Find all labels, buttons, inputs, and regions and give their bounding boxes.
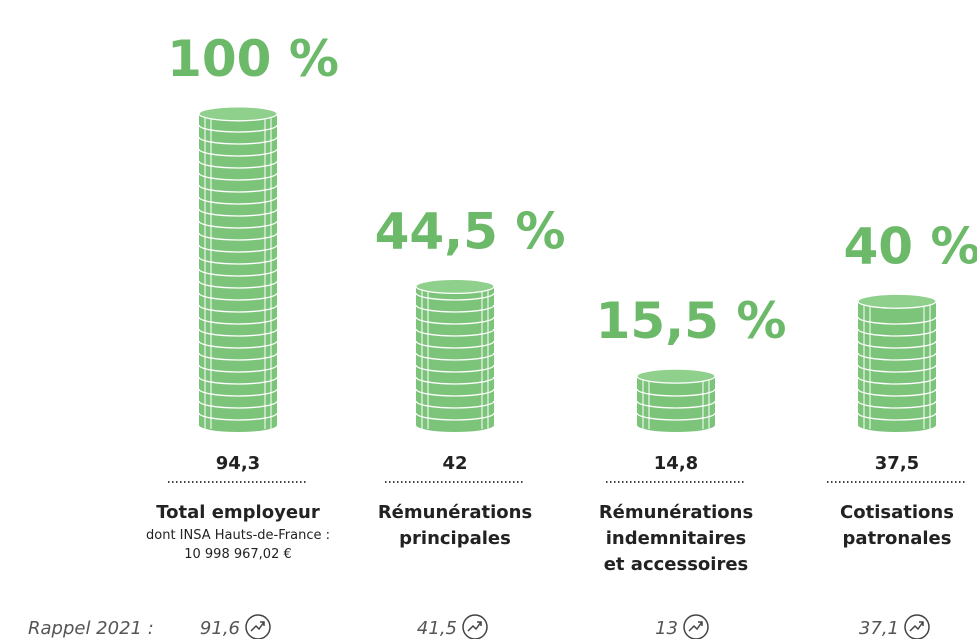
previous-value: 13 xyxy=(655,618,678,639)
coin-top xyxy=(198,106,278,122)
coin-edge xyxy=(198,244,278,253)
value-label: 14,8 xyxy=(654,453,698,474)
trend-arrow xyxy=(467,621,482,632)
coin-top xyxy=(636,368,716,384)
value-label: 37,5 xyxy=(875,453,919,474)
coin-edge xyxy=(198,160,278,169)
coin-edge xyxy=(198,412,278,421)
coin-edge xyxy=(198,184,278,193)
coin-edge xyxy=(636,400,716,409)
coin-edge xyxy=(857,412,937,421)
value-label: 42 xyxy=(442,453,467,474)
coin-edge xyxy=(198,232,278,241)
coin-edge xyxy=(415,352,495,361)
coin-edge xyxy=(415,388,495,397)
coin-edge xyxy=(198,196,278,205)
trend-icon xyxy=(683,614,709,639)
coin-edge xyxy=(198,292,278,301)
coin-edge xyxy=(198,256,278,265)
coin-edge xyxy=(198,376,278,385)
coin-edge xyxy=(198,340,278,349)
coin-edge xyxy=(198,280,278,289)
category-text: Total employeur xyxy=(156,502,320,523)
coin-edge xyxy=(198,316,278,325)
trend-icon xyxy=(245,614,271,639)
coin-edge xyxy=(857,352,937,361)
coin-edge xyxy=(857,316,937,325)
coin-edge xyxy=(198,136,278,145)
coin-edge xyxy=(198,172,278,181)
coin-edge xyxy=(415,340,495,349)
coin-edge xyxy=(857,328,937,337)
coin-edge xyxy=(857,400,937,409)
coin-edge xyxy=(198,304,278,313)
coin-edge xyxy=(198,220,278,229)
coin-stack xyxy=(637,376,715,432)
coin-stack xyxy=(199,113,277,432)
coin-edge xyxy=(636,388,716,397)
trend-icon xyxy=(462,614,488,639)
trend-arrow xyxy=(250,621,265,632)
category-label: Cotisations patronales xyxy=(797,500,977,552)
previous-value: 37,1 xyxy=(859,618,899,639)
coin-edge xyxy=(198,268,278,277)
coin-edge xyxy=(198,124,278,133)
previous-value: 91,6 xyxy=(200,618,240,639)
coin-edge xyxy=(198,400,278,409)
category-text: Rémunérations principales xyxy=(377,502,533,549)
share-label: 44,5 % xyxy=(375,202,566,260)
coin-edge xyxy=(198,208,278,217)
trend-arrow xyxy=(688,621,703,632)
category-label: Total employeur dont INSA Hauts-de-France… xyxy=(138,500,338,564)
coin-edge xyxy=(415,376,495,385)
coin-edge xyxy=(198,352,278,361)
coin-edge xyxy=(636,412,716,421)
trend-icon xyxy=(904,614,930,639)
share-label: 15,5 % xyxy=(596,292,787,350)
coin-edge xyxy=(857,364,937,373)
note: dont INSA Hauts-de-France : 10 998 967,0… xyxy=(146,528,330,562)
coin-edge xyxy=(857,340,937,349)
coin-edge xyxy=(857,388,937,397)
trend-arrow xyxy=(909,621,924,632)
coin-edge xyxy=(198,388,278,397)
coin-edge xyxy=(415,328,495,337)
share-label: 40 % xyxy=(843,217,977,275)
coin-top xyxy=(857,293,937,309)
coin-edge xyxy=(415,292,495,301)
coin-edge xyxy=(198,148,278,157)
coin-stack xyxy=(858,301,936,432)
category-label: Rémunérations principales xyxy=(355,500,555,552)
coin-edge xyxy=(198,328,278,337)
share-label: 100 % xyxy=(167,30,339,88)
coin-edge xyxy=(415,304,495,313)
category-text: Cotisations patronales xyxy=(840,502,954,549)
coin-edge xyxy=(857,376,937,385)
previous-label: Rappel 2021 : xyxy=(28,618,154,639)
coin-edge xyxy=(415,412,495,421)
coin-edge xyxy=(415,316,495,325)
coin-edge xyxy=(415,400,495,409)
category-label: Rémunérations indemnitaires et accessoir… xyxy=(576,500,776,578)
value-label: 94,3 xyxy=(216,453,260,474)
coin-edge xyxy=(198,364,278,373)
category-text: Rémunérations indemnitaires et accessoir… xyxy=(598,502,754,575)
previous-value: 41,5 xyxy=(417,618,457,639)
coin-edge xyxy=(415,364,495,373)
coin-top xyxy=(415,278,495,295)
